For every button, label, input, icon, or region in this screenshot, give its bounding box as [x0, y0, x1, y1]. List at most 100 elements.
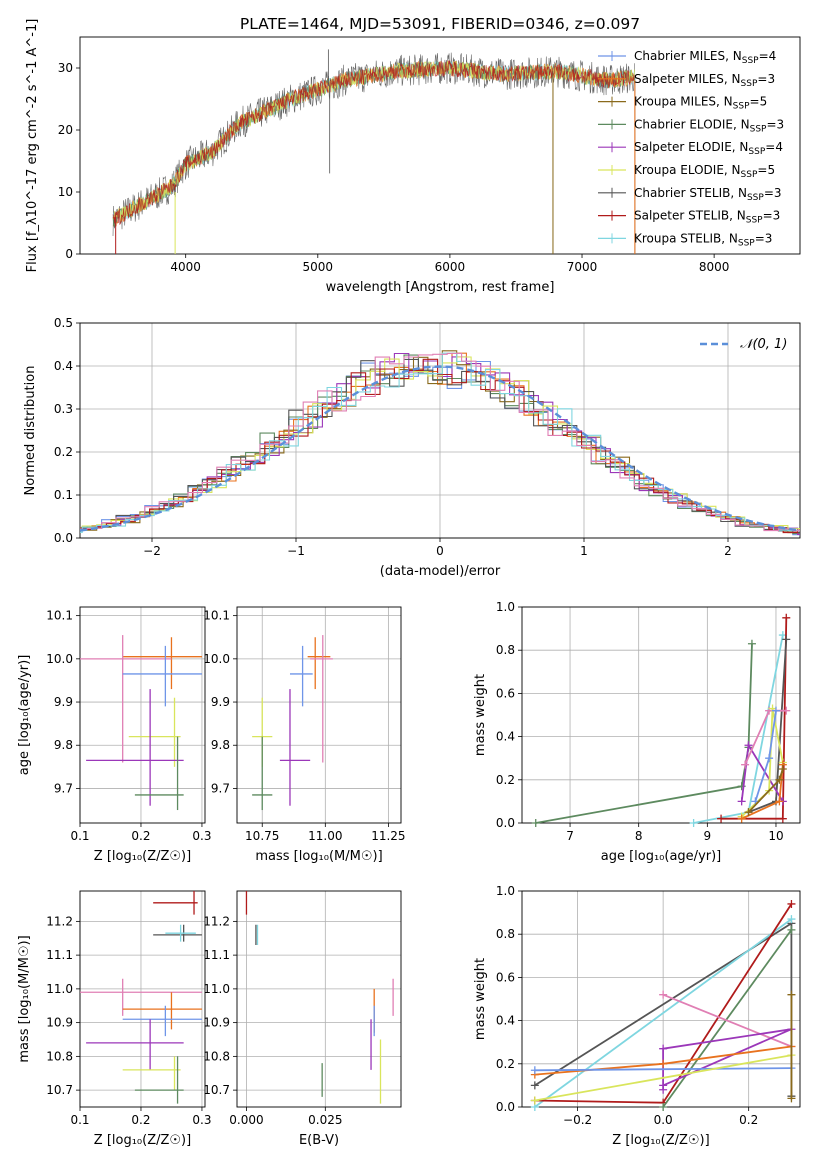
y-tick-label: 10.9	[46, 1016, 73, 1030]
x-tick-label: −2	[143, 544, 161, 558]
spectrum-lines	[112, 49, 636, 254]
mass-weight-marker	[782, 706, 791, 715]
y-tick-label: 0.0	[496, 816, 515, 830]
y-tick-label: 1.0	[496, 884, 515, 898]
plot-frame	[236, 890, 402, 1108]
mass-weight-marker	[782, 635, 791, 644]
y-tick-label: 30	[58, 61, 73, 75]
plot-frame	[79, 606, 206, 824]
legend-entry: Chabrier STELIB, NSSP=3	[634, 186, 782, 203]
x-axis-label: E(B-V)	[299, 1133, 339, 1148]
mass-weight-marker	[659, 1059, 668, 1068]
legend-entry: Chabrier ELODIE, NSSP=3	[634, 117, 784, 134]
x-axis-label: mass [log₁₀(M/M☉)]	[255, 849, 382, 864]
mass-weight-marker	[787, 925, 796, 934]
y-tick-label: 0.4	[496, 1014, 515, 1028]
mass-weight-marker	[737, 797, 746, 806]
legend-entry: Kroupa MILES, NSSP=5	[634, 95, 767, 112]
figure-title: PLATE=1464, MJD=53091, FIBERID=0346, z=0…	[240, 15, 640, 33]
y-tick-label: 9.8	[54, 738, 73, 752]
mass-weight-marker	[771, 706, 780, 715]
y-tick-label: 0.6	[496, 970, 515, 984]
y-tick-label: 10.8	[46, 1049, 73, 1063]
x-tick-label: 8	[635, 829, 643, 843]
x-axis-label: Z [log₁₀(Z/Z☉)]	[612, 1133, 709, 1148]
y-axis-label: age [log₁₀(age/yr)]	[17, 655, 32, 776]
plot-frame	[79, 36, 801, 255]
y-axis-label: mass weight	[473, 958, 488, 1040]
x-axis-label: Z [log₁₀(Z/Z☉)]	[94, 849, 191, 864]
spectrum-legend: Chabrier MILES, NSSP=4 Salpeter MILES, NS…	[598, 49, 784, 248]
x-tick-label: 0.3	[192, 1113, 211, 1127]
mass-weight-marker	[717, 814, 726, 823]
x-tick-label: 7000	[567, 260, 598, 274]
legend-entry: Chabrier MILES, NSSP=4	[634, 49, 776, 66]
x-tick-label: 4000	[170, 260, 201, 274]
mass_weight_vs_Z-axes: −0.2 0.0 0.2 0.0 0.2 0.4 0.6 0.8 1.0 Z [log₁₀(Z/Z…	[473, 884, 801, 1148]
y-axis-label: Flux [f_λ10^-17 erg cm^-2 s^-1 A^-1]	[25, 19, 40, 273]
y-tick-label: 11.0	[46, 982, 73, 996]
mass-weight-marker	[659, 1085, 668, 1094]
y-tick-label: 9.9	[54, 695, 73, 709]
y-tick-label: 10.8	[203, 1049, 230, 1063]
y-tick-label: 9.9	[211, 695, 230, 709]
y-axis-label: mass weight	[473, 674, 488, 756]
x-axis-label: Z [log₁₀(Z/Z☉)]	[94, 1133, 191, 1148]
x-tick-label: 0.0	[654, 1113, 673, 1127]
mass-weight-line	[662, 929, 793, 1108]
y-tick-label: 0.8	[496, 643, 515, 657]
spectrum-line	[112, 61, 635, 222]
y-tick-label: 10.0	[46, 652, 73, 666]
x-tick-label: 2	[724, 544, 732, 558]
x-axis-label: (data-model)/error	[380, 564, 501, 579]
y-tick-label: 9.7	[54, 781, 73, 795]
x-tick-label: 0.1	[70, 829, 89, 843]
mass-weight-line	[740, 742, 784, 802]
y-tick-label: 10.7	[203, 1083, 230, 1097]
y-tick-label: 10.9	[203, 1016, 230, 1030]
mass_vs_Z-axes: 0.1 0.2 0.3 10.7 10.8 10.9 11.0 11.1 11.2 Z [log₁…	[17, 890, 211, 1148]
x-tick-label: 0.2	[739, 1113, 758, 1127]
x-tick-label: −0.2	[563, 1113, 592, 1127]
mass-weight-marker	[530, 1066, 539, 1075]
plot-frame	[79, 322, 801, 539]
y-tick-label: 0.4	[54, 359, 73, 373]
y-tick-label: 0.0	[496, 1100, 515, 1114]
legend-entry: 𝒩(0, 1)	[740, 337, 787, 352]
y-tick-label: 11.2	[203, 914, 230, 928]
y-tick-label: 0.2	[496, 1057, 515, 1071]
mass-weight-marker	[659, 1044, 668, 1053]
y-tick-label: 0.5	[54, 316, 73, 330]
x-tick-label: 0.2	[131, 829, 150, 843]
legend-entry: Kroupa ELODIE, NSSP=5	[634, 163, 775, 180]
x-tick-label: 7	[566, 829, 574, 843]
spectrum-line	[112, 61, 635, 222]
y-axis-label: mass [log₁₀(M/M☉)]	[17, 935, 32, 1062]
y-tick-label: 10.7	[46, 1083, 73, 1097]
mass-weight-marker	[775, 775, 784, 784]
mass-weight-marker	[765, 754, 774, 763]
mass-weight-line	[534, 918, 792, 1108]
mass-weight-marker	[775, 797, 784, 806]
mass-weight-line	[534, 1067, 792, 1072]
mass-weight-line	[534, 1054, 792, 1102]
spectrum-line	[112, 60, 635, 227]
x-tick-label: 0.000	[229, 1113, 263, 1127]
mass-weight-marker	[787, 1094, 796, 1103]
y-tick-label: 9.7	[211, 781, 230, 795]
mass-weight-marker	[744, 741, 753, 750]
normal-curve	[80, 365, 800, 532]
mass_weight_vs_age-series	[531, 613, 791, 827]
mass-weight-marker	[689, 819, 698, 827]
x-tick-label: 10.75	[245, 829, 279, 843]
mass-weight-marker	[778, 765, 787, 773]
y-tick-label: 9.8	[211, 738, 230, 752]
y-tick-label: 0.8	[496, 927, 515, 941]
y-tick-label: 10.1	[46, 609, 73, 623]
plot-frame	[521, 890, 801, 1108]
y-tick-label: 10.1	[203, 609, 230, 623]
mass_vs_ebv-axes: 0.000 0.025 10.7 10.8 10.9 11.0 11.1 11.2 E(B-V)	[203, 890, 402, 1148]
x-tick-label: 1	[580, 544, 588, 558]
x-axis-label: wavelength [Angstrom, rest frame]	[326, 280, 555, 295]
